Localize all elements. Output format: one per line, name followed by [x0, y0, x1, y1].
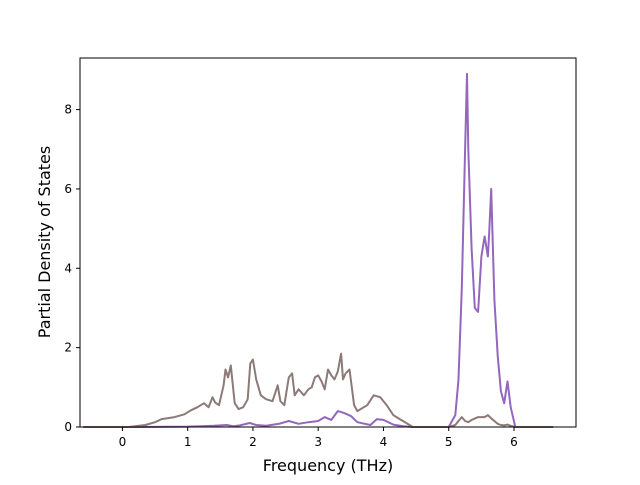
- x-tick-label: 1: [184, 435, 192, 449]
- y-tick-label: 4: [64, 261, 72, 275]
- series-line-0: [83, 72, 554, 428]
- x-tick-label: 6: [510, 435, 518, 449]
- plot-frame: [79, 57, 577, 428]
- x-tick-label: 5: [445, 435, 453, 449]
- x-axis-ticks: 0 1 2 3 4 5 6: [119, 427, 518, 449]
- series-line-1: [83, 352, 554, 428]
- x-tick-label: 3: [314, 435, 322, 449]
- x-tick-label: 4: [380, 435, 388, 449]
- x-axis-label: Frequency (THz): [263, 456, 393, 475]
- x-tick-label: 0: [119, 435, 127, 449]
- y-axis-ticks: 0 2 4 6 8: [64, 103, 80, 434]
- y-tick-label: 2: [64, 341, 72, 355]
- y-axis-label: Partial Density of States: [35, 146, 54, 338]
- y-tick-label: 8: [64, 103, 72, 117]
- x-tick-label: 2: [249, 435, 257, 449]
- series-layer: [83, 72, 554, 428]
- y-tick-label: 6: [64, 182, 72, 196]
- y-tick-label: 0: [64, 420, 72, 434]
